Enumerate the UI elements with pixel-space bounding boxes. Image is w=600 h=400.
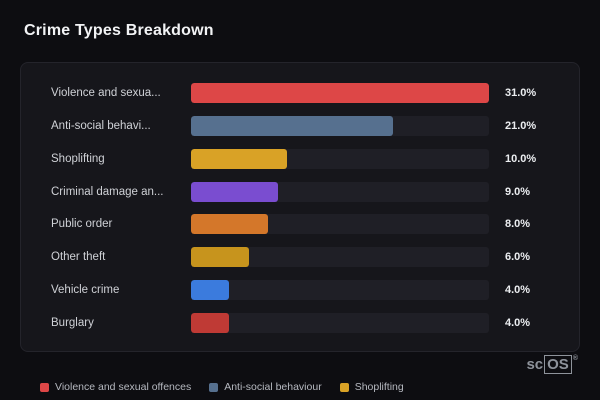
- value-label: 6.0%: [505, 251, 531, 264]
- bar-track: [191, 312, 489, 333]
- bar[interactable]: [191, 181, 278, 202]
- legend-swatch-icon: [209, 382, 219, 392]
- value-label: 10.0%: [505, 152, 537, 165]
- category-label: Vehicle crime: [51, 284, 120, 297]
- chart-row: Anti-social behavi... 21.0%: [51, 115, 553, 136]
- legend-swatch-icon: [40, 382, 49, 392]
- chart-row: Violence and sexua... 31.0%: [51, 83, 553, 103]
- category-label: Violence and sexua...: [51, 87, 161, 99]
- value-label: 4.0%: [505, 316, 531, 329]
- value-label: 4.0%: [505, 284, 531, 297]
- category-label: Shoplifting: [51, 152, 105, 165]
- chart-row: Criminal damage an... 9.0%: [51, 181, 553, 202]
- legend-item[interactable]: Shoplifting: [339, 381, 404, 393]
- value-label: 8.0%: [505, 218, 531, 231]
- page-title: Crime Types Breakdown: [24, 22, 214, 39]
- bar[interactable]: [191, 148, 288, 169]
- bar-track: [191, 83, 489, 103]
- category-label: Anti-social behavi...: [51, 119, 151, 132]
- chart-card: Violence and sexua... 31.0% Anti-social be…: [20, 62, 580, 352]
- category-label: Public order: [51, 218, 113, 231]
- bar-track: [191, 214, 489, 235]
- chart-row: Other theft 6.0%: [51, 247, 553, 268]
- legend-item[interactable]: Violence and sexual offences: [40, 381, 191, 393]
- category-label: Burglary: [51, 316, 94, 329]
- chart-row: Public order 8.0%: [51, 214, 553, 235]
- category-label: Criminal damage an...: [51, 185, 164, 198]
- legend: Violence and sexual offences Anti-social …: [40, 381, 404, 393]
- value-label: 31.0%: [505, 87, 537, 99]
- category-label: Other theft: [51, 251, 106, 264]
- scos-logo: sc OS ®: [526, 355, 578, 374]
- bar[interactable]: [191, 214, 268, 235]
- chart-row: Shoplifting 10.0%: [51, 148, 553, 169]
- bar[interactable]: [191, 280, 230, 301]
- registered-icon: ®: [572, 355, 578, 362]
- bar[interactable]: [191, 115, 393, 136]
- bar-track: [191, 247, 489, 268]
- bar-track: [191, 148, 489, 169]
- bar[interactable]: [191, 247, 249, 268]
- legend-label: Shoplifting: [354, 381, 404, 393]
- bar-track: [191, 115, 489, 136]
- value-label: 9.0%: [505, 185, 531, 198]
- value-label: 21.0%: [505, 119, 537, 132]
- legend-label: Anti-social behaviour: [224, 381, 322, 393]
- scos-logo-box: OS: [544, 355, 572, 374]
- bar[interactable]: [191, 312, 230, 333]
- bar-track: [191, 181, 489, 202]
- legend-swatch-icon: [339, 382, 349, 392]
- bar[interactable]: [191, 83, 489, 103]
- legend-label: Violence and sexual offences: [55, 381, 192, 393]
- scos-logo-prefix: sc: [526, 356, 544, 373]
- bar-track: [191, 280, 489, 301]
- chart-row: Burglary 4.0%: [51, 312, 553, 333]
- chart-row: Vehicle crime 4.0%: [51, 280, 553, 301]
- legend-item[interactable]: Anti-social behaviour: [209, 381, 322, 393]
